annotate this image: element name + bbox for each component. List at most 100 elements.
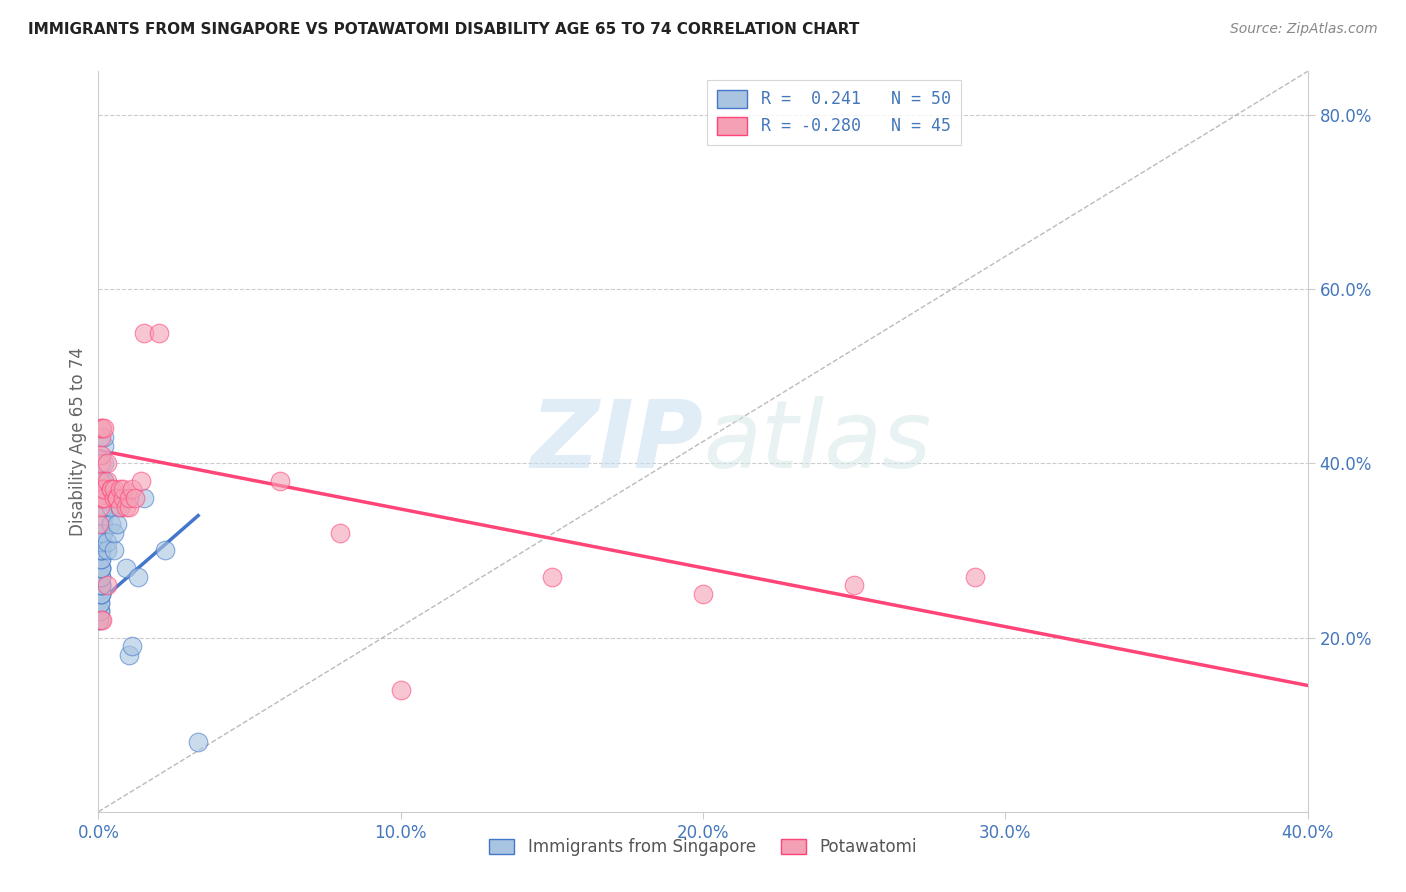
Point	[90, 561, 112, 575]
Point	[91, 508, 114, 523]
Legend: Immigrants from Singapore, Potawatomi: Immigrants from Singapore, Potawatomi	[482, 831, 924, 863]
Y-axis label: Disability Age 65 to 74: Disability Age 65 to 74	[69, 347, 87, 536]
Point	[93, 474, 115, 488]
Point	[89, 474, 111, 488]
Point	[91, 526, 114, 541]
Point	[90, 448, 112, 462]
Point	[148, 326, 170, 340]
Point	[100, 517, 122, 532]
Point	[127, 569, 149, 583]
Point	[91, 491, 114, 505]
Point	[118, 500, 141, 514]
Point	[118, 648, 141, 662]
Point	[105, 491, 128, 505]
Point	[111, 483, 134, 497]
Point	[91, 613, 114, 627]
Point	[90, 578, 112, 592]
Point	[91, 517, 114, 532]
Point	[91, 500, 114, 514]
Point	[90, 613, 112, 627]
Point	[96, 534, 118, 549]
Point	[90, 483, 112, 497]
Point	[108, 483, 131, 497]
Point	[108, 500, 131, 514]
Point	[129, 474, 152, 488]
Point	[90, 569, 112, 583]
Point	[90, 534, 112, 549]
Point	[132, 326, 155, 340]
Point	[89, 596, 111, 610]
Point	[100, 483, 122, 497]
Point	[103, 543, 125, 558]
Text: IMMIGRANTS FROM SINGAPORE VS POTAWATOMI DISABILITY AGE 65 TO 74 CORRELATION CHAR: IMMIGRANTS FROM SINGAPORE VS POTAWATOMI …	[28, 22, 859, 37]
Point	[90, 552, 112, 566]
Point	[100, 500, 122, 514]
Point	[93, 439, 115, 453]
Point	[90, 561, 112, 575]
Point	[89, 500, 111, 514]
Point	[124, 491, 146, 505]
Point	[90, 552, 112, 566]
Point	[118, 491, 141, 505]
Point	[91, 421, 114, 435]
Point	[93, 491, 115, 505]
Point	[93, 421, 115, 435]
Point	[90, 587, 112, 601]
Point	[90, 543, 112, 558]
Point	[90, 569, 112, 583]
Point	[105, 491, 128, 505]
Point	[90, 430, 112, 444]
Point	[90, 578, 112, 592]
Point	[90, 491, 112, 505]
Point	[269, 474, 291, 488]
Point	[108, 500, 131, 514]
Text: Source: ZipAtlas.com: Source: ZipAtlas.com	[1230, 22, 1378, 37]
Point	[114, 561, 136, 575]
Point	[187, 735, 209, 749]
Point	[692, 587, 714, 601]
Point	[96, 474, 118, 488]
Point	[90, 587, 112, 601]
Point	[389, 682, 412, 697]
Text: atlas: atlas	[703, 396, 931, 487]
Point	[91, 483, 114, 497]
Point	[89, 517, 111, 532]
Point	[93, 430, 115, 444]
Point	[103, 491, 125, 505]
Point	[91, 526, 114, 541]
Point	[114, 500, 136, 514]
Point	[90, 543, 112, 558]
Point	[100, 483, 122, 497]
Text: ZIP: ZIP	[530, 395, 703, 488]
Point	[96, 578, 118, 592]
Point	[90, 456, 112, 470]
Point	[87, 613, 110, 627]
Point	[153, 543, 176, 558]
Point	[89, 596, 111, 610]
Point	[329, 526, 352, 541]
Point	[105, 517, 128, 532]
Point	[540, 569, 562, 583]
Point	[103, 483, 125, 497]
Point	[89, 613, 111, 627]
Point	[90, 587, 112, 601]
Point	[90, 543, 112, 558]
Point	[90, 561, 112, 575]
Point	[93, 483, 115, 497]
Point	[965, 569, 987, 583]
Point	[91, 534, 114, 549]
Point	[96, 456, 118, 470]
Point	[844, 578, 866, 592]
Point	[89, 604, 111, 618]
Point	[93, 474, 115, 488]
Point	[103, 526, 125, 541]
Point	[121, 483, 143, 497]
Point	[89, 604, 111, 618]
Point	[111, 491, 134, 505]
Point	[96, 543, 118, 558]
Point	[90, 421, 112, 435]
Point	[93, 483, 115, 497]
Point	[90, 578, 112, 592]
Point	[121, 639, 143, 653]
Point	[132, 491, 155, 505]
